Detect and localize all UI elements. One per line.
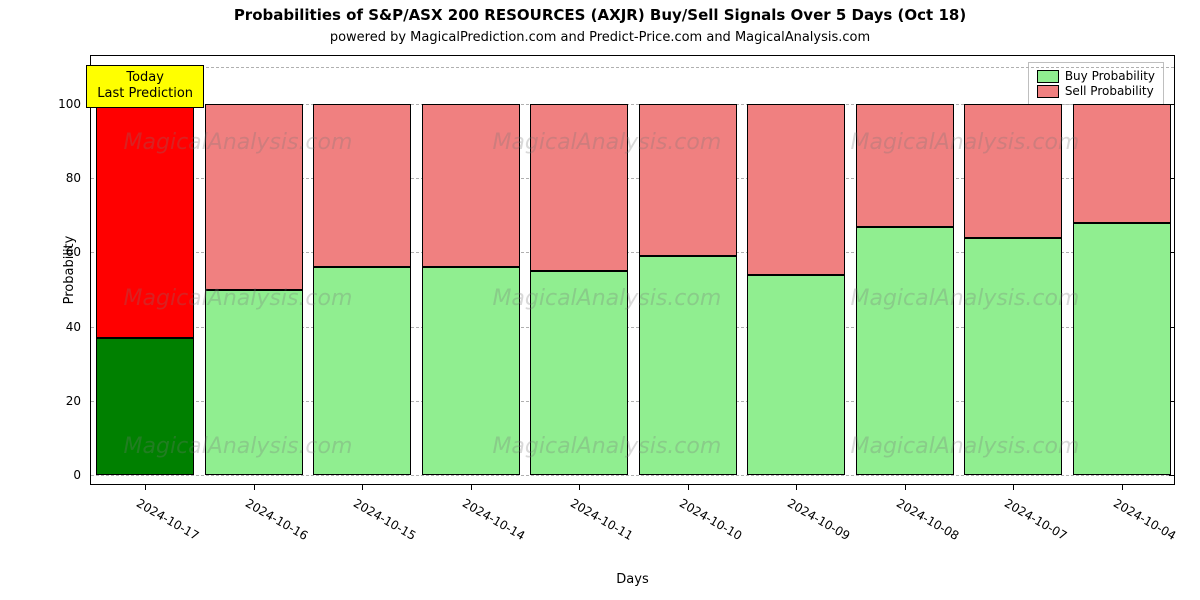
bar-buy [313, 267, 411, 475]
xtick-mark [254, 484, 255, 490]
bar-sell [422, 104, 520, 267]
chart-title: Probabilities of S&P/ASX 200 RESOURCES (… [0, 6, 1200, 24]
bar-sell [964, 104, 1062, 237]
xtick-mark [905, 484, 906, 490]
xtick-mark [796, 484, 797, 490]
legend-label: Sell Probability [1065, 84, 1154, 98]
xtick-label: 2024-10-07 [1002, 496, 1069, 543]
legend-swatch [1037, 85, 1059, 98]
bar-buy [530, 271, 628, 475]
gridline [91, 475, 1174, 476]
bar-sell [205, 104, 303, 289]
xtick-label: 2024-10-16 [243, 496, 310, 543]
xtick-mark [1013, 484, 1014, 490]
ytick-label: 0 [73, 468, 91, 482]
bar-buy [205, 290, 303, 475]
bar-sell [1073, 104, 1171, 223]
gridline [91, 67, 1174, 68]
xtick-mark [362, 484, 363, 490]
xtick-label: 2024-10-08 [894, 496, 961, 543]
bar-buy [964, 238, 1062, 475]
xtick-mark [145, 484, 146, 490]
plot-area: Probability Days Buy ProbabilitySell Pro… [90, 55, 1175, 485]
xtick-mark [579, 484, 580, 490]
annotation-line1: Today [126, 70, 164, 85]
xtick-label: 2024-10-04 [1111, 496, 1178, 543]
legend-swatch [1037, 70, 1059, 83]
bar-sell [313, 104, 411, 267]
ytick-mark [1169, 475, 1175, 476]
xtick-label: 2024-10-11 [568, 496, 635, 543]
bar-buy [639, 256, 737, 475]
legend-label: Buy Probability [1065, 69, 1155, 83]
xtick-label: 2024-10-09 [785, 496, 852, 543]
bar-buy [1073, 223, 1171, 475]
chart-subtitle: powered by MagicalPrediction.com and Pre… [0, 30, 1200, 45]
ytick-label: 60 [66, 245, 91, 259]
bar-sell [96, 104, 194, 338]
ytick-label: 80 [66, 171, 91, 185]
bar-sell [856, 104, 954, 226]
xtick-label: 2024-10-15 [351, 496, 418, 543]
ytick-label: 20 [66, 394, 91, 408]
xtick-label: 2024-10-14 [460, 496, 527, 543]
legend-item: Buy Probability [1037, 69, 1155, 83]
xtick-mark [471, 484, 472, 490]
today-annotation: TodayLast Prediction [86, 65, 204, 108]
ytick-label: 40 [66, 320, 91, 334]
xtick-mark [1122, 484, 1123, 490]
legend-item: Sell Probability [1037, 84, 1155, 98]
xtick-label: 2024-10-10 [677, 496, 744, 543]
bar-buy [96, 338, 194, 475]
bar-buy [422, 267, 520, 475]
annotation-line2: Last Prediction [97, 86, 193, 101]
legend: Buy ProbabilitySell Probability [1028, 62, 1164, 105]
x-axis-label: Days [616, 572, 648, 587]
bar-sell [747, 104, 845, 275]
xtick-mark [688, 484, 689, 490]
bar-sell [530, 104, 628, 271]
bar-sell [639, 104, 737, 256]
bar-buy [747, 275, 845, 475]
bar-buy [856, 227, 954, 475]
xtick-label: 2024-10-17 [134, 496, 201, 543]
chart-figure: Probabilities of S&P/ASX 200 RESOURCES (… [0, 0, 1200, 600]
